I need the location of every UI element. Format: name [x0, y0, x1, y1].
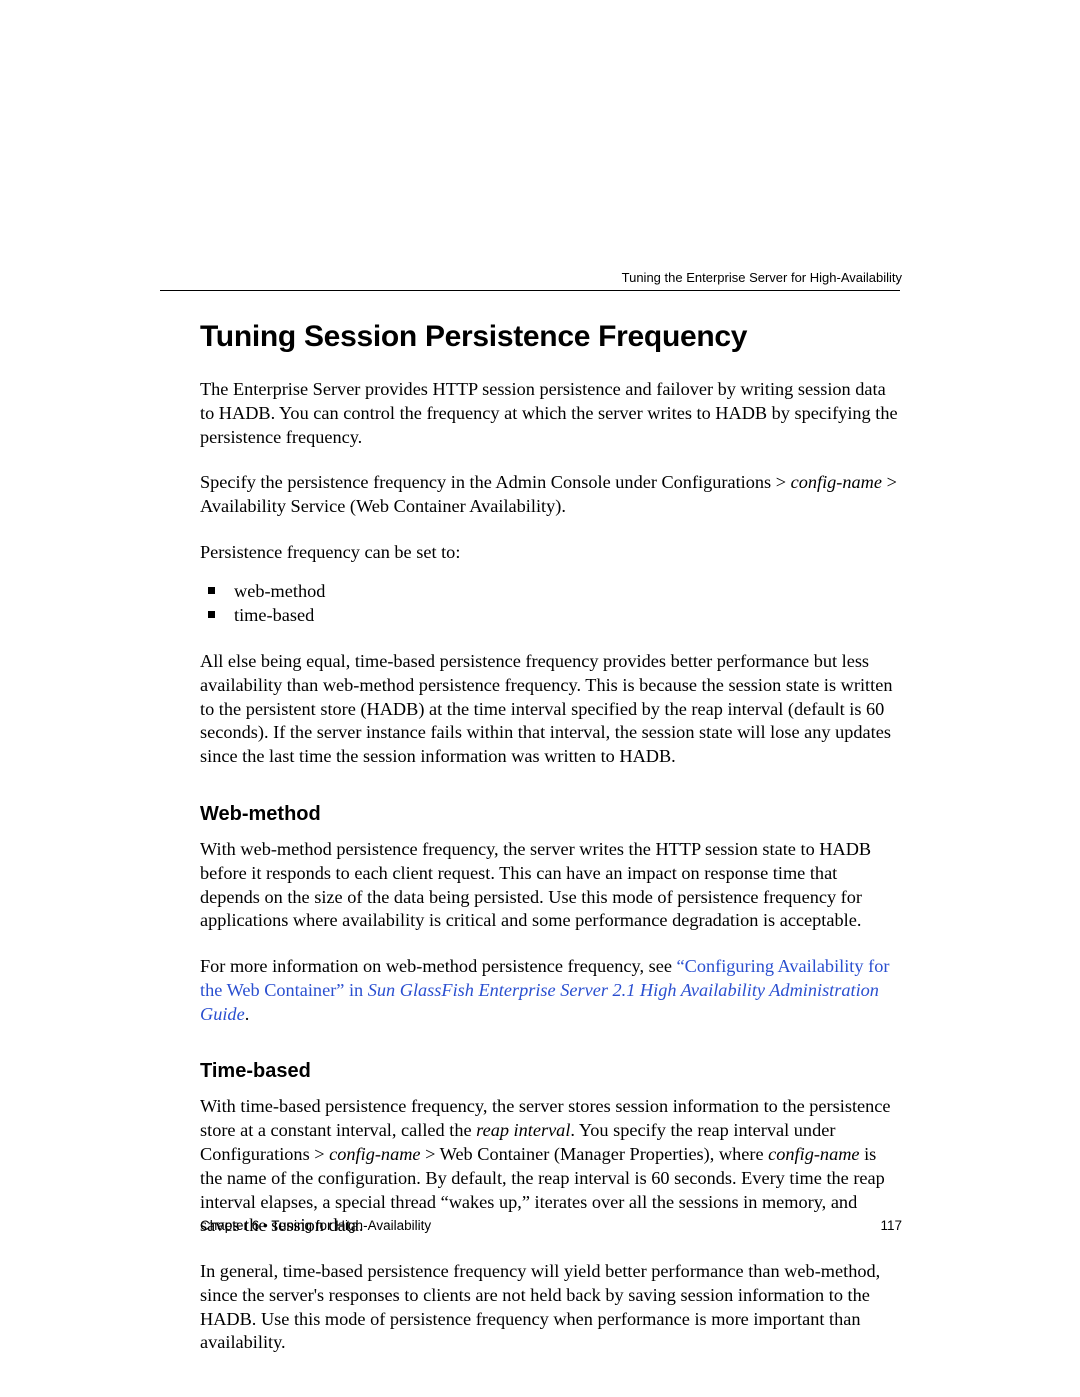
comparison-paragraph: All else being equal, time-based persist… [200, 650, 900, 769]
time-based-p2: In general, time-based persistence frequ… [200, 1260, 900, 1355]
tb-p1-c: > Web Container (Manager Properties), wh… [421, 1144, 769, 1164]
time-based-heading: Time-based [200, 1060, 900, 1083]
footer-chapter: Chapter 6 • Tuning for High-Availability [200, 1218, 431, 1233]
p2-config-name: config-name [791, 472, 882, 492]
web-method-p1: With web-method persistence frequency, t… [200, 838, 900, 933]
list-item: web-method [200, 579, 900, 604]
page-content: Tuning the Enterprise Server for High-Av… [200, 272, 900, 1377]
intro-paragraph-2: Specify the persistence frequency in the… [200, 471, 900, 519]
wm-p2-post: . [245, 1004, 250, 1024]
page-number: 117 [880, 1218, 902, 1233]
tb-config-name-1: config-name [329, 1144, 420, 1164]
wm-p2-pre: For more information on web-method persi… [200, 956, 677, 976]
time-based-p1: With time-based persistence frequency, t… [200, 1095, 900, 1238]
frequency-options-list: web-method time-based [200, 579, 900, 628]
tb-reap-interval: reap interval [476, 1120, 570, 1140]
web-method-heading: Web-method [200, 803, 900, 826]
running-header: Tuning the Enterprise Server for High-Av… [622, 270, 902, 285]
header-rule [160, 290, 900, 291]
p2-pre: Specify the persistence frequency in the… [200, 472, 791, 492]
tb-config-name-2: config-name [768, 1144, 859, 1164]
intro-paragraph-1: The Enterprise Server provides HTTP sess… [200, 378, 900, 449]
list-lead-in: Persistence frequency can be set to: [200, 541, 900, 565]
page-title: Tuning Session Persistence Frequency [200, 320, 900, 354]
page-footer: Chapter 6 • Tuning for High-Availability… [200, 1218, 900, 1233]
list-item: time-based [200, 603, 900, 628]
web-method-p2: For more information on web-method persi… [200, 955, 900, 1026]
